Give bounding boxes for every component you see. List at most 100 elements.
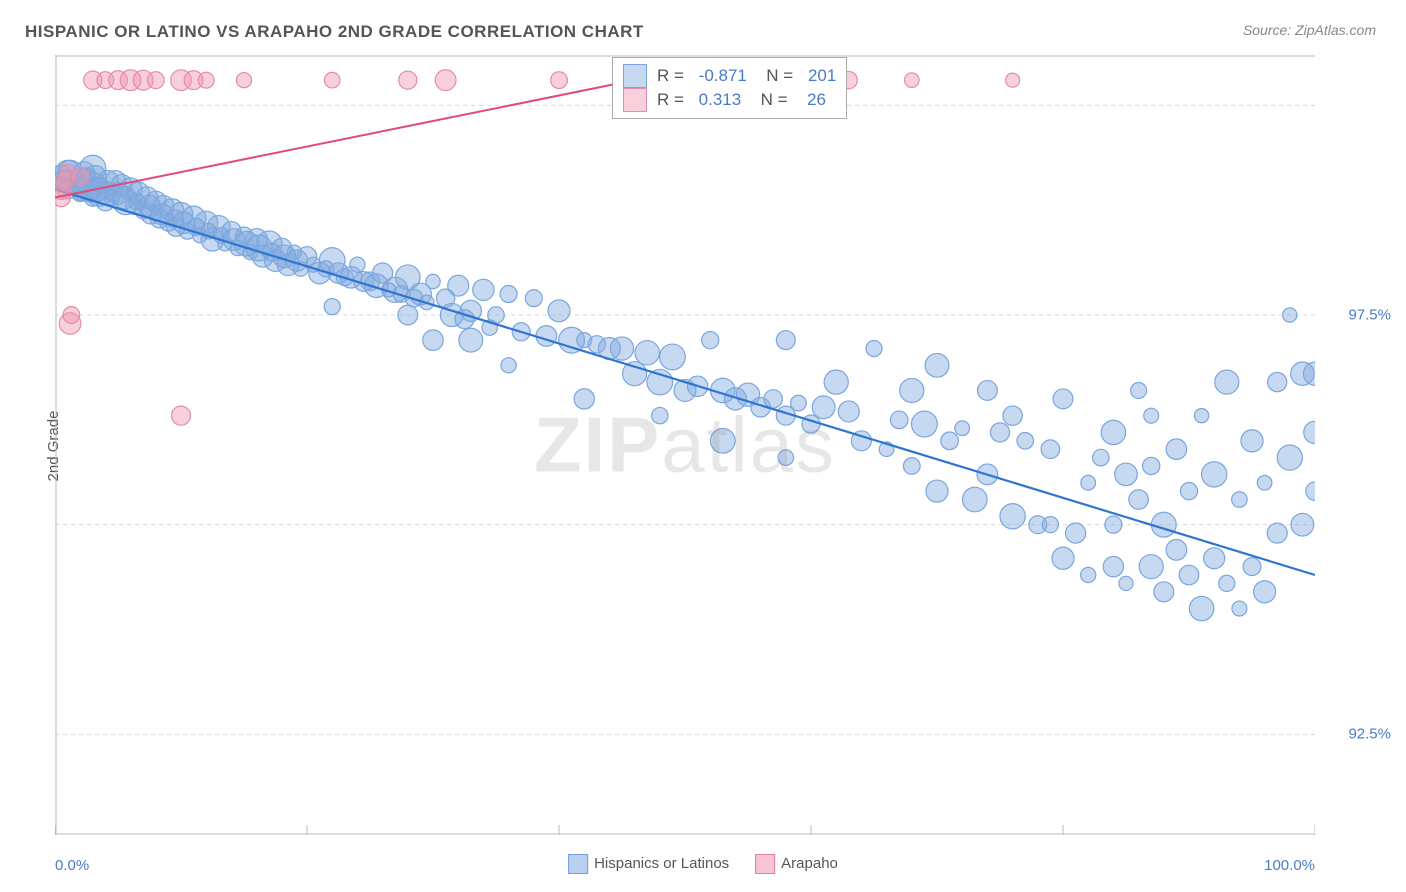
data-point [1232, 601, 1247, 616]
data-point [900, 378, 924, 402]
data-point [911, 411, 937, 437]
data-point [904, 73, 919, 88]
data-point [660, 344, 686, 370]
data-point [71, 167, 89, 185]
data-point [925, 353, 949, 377]
data-point [710, 428, 735, 453]
x-tick: 0.0% [55, 857, 89, 874]
chart-title: HISPANIC OR LATINO VS ARAPAHO 2ND GRADE … [25, 22, 644, 42]
data-point [1093, 449, 1110, 466]
legend-n-value: 201 [808, 66, 836, 86]
data-point [198, 72, 214, 88]
data-point [1267, 523, 1287, 543]
data-point [791, 395, 807, 411]
data-point [1194, 408, 1208, 422]
legend-n-label: N = [757, 66, 798, 86]
data-point [1105, 516, 1122, 533]
series-legend: Hispanics or Latinos Arapaho [568, 854, 838, 874]
legend-swatch [755, 854, 775, 874]
data-point [955, 421, 970, 436]
data-point [1003, 406, 1022, 425]
data-point [1254, 581, 1276, 603]
trend-line [55, 80, 635, 197]
data-point [812, 396, 835, 419]
data-point [536, 326, 557, 347]
legend-item: Arapaho [755, 854, 838, 874]
data-point [1144, 408, 1159, 423]
data-point [1304, 421, 1315, 444]
data-point [1154, 582, 1174, 602]
data-point [1277, 445, 1302, 470]
data-point [1189, 596, 1213, 620]
data-point [1143, 457, 1160, 474]
y-tick: 97.5% [1348, 307, 1391, 324]
data-point [824, 370, 848, 394]
legend-r-value: -0.871 [699, 66, 747, 86]
data-point [525, 290, 542, 307]
data-point [435, 70, 456, 91]
correlation-legend: R = -0.871 N = 201R = 0.313 N = 26 [612, 57, 847, 119]
legend-r-label: R = [657, 66, 689, 86]
data-point [1202, 462, 1227, 487]
data-point [1232, 492, 1248, 508]
data-point [1006, 73, 1020, 87]
data-point [473, 279, 494, 300]
data-point [551, 72, 568, 89]
data-point [171, 406, 190, 425]
data-point [1166, 439, 1187, 460]
data-point [1053, 389, 1073, 409]
data-point [1119, 576, 1133, 590]
data-point [977, 381, 997, 401]
data-point [623, 362, 647, 386]
legend-swatch [623, 64, 647, 88]
data-point [838, 401, 859, 422]
data-point [574, 389, 594, 409]
data-point [459, 328, 483, 352]
data-point [1041, 440, 1060, 459]
data-point [236, 73, 251, 88]
legend-r-label: R = [657, 90, 689, 110]
data-point [1066, 523, 1086, 543]
data-point [1215, 370, 1239, 394]
legend-item: Hispanics or Latinos [568, 854, 729, 874]
data-point [1081, 475, 1096, 490]
data-point [610, 337, 633, 360]
data-point [776, 331, 795, 350]
data-point [990, 423, 1009, 442]
legend-row: R = -0.871 N = 201 [623, 64, 836, 88]
data-point [548, 300, 570, 322]
data-point [903, 458, 920, 475]
data-point [1139, 555, 1163, 579]
data-point [635, 341, 659, 365]
data-point [1052, 547, 1074, 569]
data-point [1283, 308, 1297, 322]
x-tick: 100.0% [1264, 857, 1315, 874]
data-point [647, 369, 673, 395]
chart-svg [55, 55, 1315, 835]
data-point [1166, 540, 1187, 561]
data-point [448, 275, 469, 296]
data-point [147, 72, 164, 89]
chart-area: ZIPatlas R = -0.871 N = 201R = 0.313 N =… [55, 55, 1315, 835]
data-point [890, 411, 908, 429]
legend-r-value: 0.313 [699, 90, 742, 110]
data-point [500, 286, 517, 303]
data-point [63, 307, 80, 324]
data-point [1042, 517, 1058, 533]
data-point [1151, 512, 1176, 537]
data-point [1103, 556, 1123, 576]
legend-swatch [568, 854, 588, 874]
data-point [1000, 504, 1025, 529]
data-point [702, 332, 719, 349]
data-point [324, 72, 340, 88]
data-point [1243, 558, 1261, 576]
legend-label: Hispanics or Latinos [594, 855, 729, 872]
data-point [1291, 513, 1314, 536]
data-point [1179, 565, 1199, 585]
data-point [778, 450, 794, 466]
data-point [399, 71, 417, 89]
data-point [1131, 383, 1147, 399]
legend-swatch [623, 88, 647, 112]
data-point [1219, 575, 1235, 591]
data-point [764, 390, 782, 408]
